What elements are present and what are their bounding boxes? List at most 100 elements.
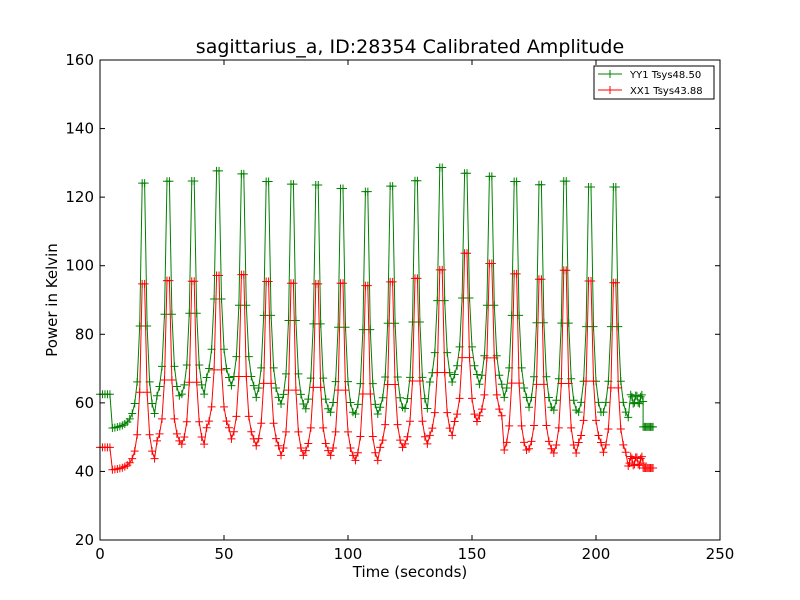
data-point-marker [381,420,390,429]
data-point-marker [475,411,484,420]
data-point-marker [222,417,231,426]
data-point-marker [637,452,646,461]
data-point-marker [611,278,620,287]
data-point-marker [589,322,598,331]
data-point-marker [420,432,429,441]
data-point-marker [294,427,303,436]
data-point-marker [291,316,300,325]
data-point-marker [272,384,281,393]
data-point-marker [403,432,412,441]
data-point-marker [626,452,635,461]
data-point-marker [490,353,499,362]
data-point-marker [636,454,645,463]
data-point-marker [254,384,263,393]
data-point-marker [438,163,447,172]
data-point-marker [165,276,174,285]
data-point-marker [242,301,251,310]
x-tick-label: 150 [458,545,487,563]
data-point-marker [371,400,380,409]
data-point-marker [562,177,571,186]
data-point-marker [577,398,586,407]
data-point-marker [150,409,159,418]
data-point-marker [366,390,375,399]
data-point-marker [396,393,405,402]
data-point-marker [356,432,365,441]
data-point-marker [433,368,442,377]
data-point-marker [133,430,142,439]
data-point-marker [185,309,194,318]
data-point-marker [388,182,397,191]
data-point-marker [490,301,499,310]
data-point-marker [172,382,181,391]
data-point-marker [512,177,521,186]
data-point-marker [520,438,529,447]
data-point-marker [415,377,424,386]
data-point-marker [391,380,400,389]
data-point-marker [158,414,166,423]
data-point-marker [224,373,233,382]
data-point-marker [634,460,643,469]
data-point-marker [145,430,154,439]
data-point-marker [649,422,658,431]
data-point-marker [594,398,603,407]
data-point-marker [277,399,286,408]
plot-area [100,60,720,540]
data-point-marker [229,427,238,436]
data-point-marker [557,379,566,388]
data-point-marker [582,377,591,386]
data-point-marker [316,319,325,328]
data-point-marker [621,408,630,417]
data-point-marker [217,365,226,374]
data-point-marker [539,318,548,327]
data-point-marker [351,410,360,419]
data-point-marker [289,180,298,189]
data-point-marker [378,393,387,402]
y-tick-label: 140 [65,120,94,138]
data-point-marker [515,379,524,388]
y-tick-label: 160 [65,51,94,69]
data-point-marker [363,187,372,196]
data-point-marker [544,437,553,446]
data-point-marker [463,249,472,258]
data-point-marker [401,404,410,413]
data-point-marker [544,393,553,402]
x-tick-label: 100 [334,545,363,563]
data-point-marker [470,361,479,370]
data-point-marker [477,371,486,380]
data-point-marker [105,390,114,399]
legend-box [593,65,715,100]
data-point-marker [587,183,596,192]
data-point-marker [316,383,325,392]
data-point-marker [507,311,516,320]
data-point-marker [599,448,608,457]
legend-swatch-marker [606,70,614,78]
data-point-marker [482,353,491,362]
data-point-marker [264,277,273,286]
data-point-marker [321,439,330,448]
data-point-marker [299,451,308,460]
data-point-marker [368,432,377,441]
data-point-marker [140,279,149,288]
data-point-marker [564,379,573,388]
data-point-marker [135,388,144,397]
data-point-marker [252,441,261,450]
data-point-marker [180,380,189,389]
data-point-marker [257,419,266,428]
data-point-marker [500,393,509,402]
data-point-marker [153,391,162,400]
data-point-marker [351,456,360,465]
data-point-marker [448,378,457,387]
data-point-marker [634,398,643,407]
data-point-marker [289,279,298,288]
data-point-marker [291,386,300,395]
data-point-marker [425,378,434,387]
data-point-marker [155,382,164,391]
data-point-marker [569,396,578,405]
data-point-marker [450,417,459,426]
data-point-marker [472,417,481,426]
data-point-marker [376,443,385,452]
data-point-marker [492,390,501,399]
data-point-marker [539,380,548,389]
data-point-marker [527,437,536,446]
data-point-marker [128,409,137,418]
